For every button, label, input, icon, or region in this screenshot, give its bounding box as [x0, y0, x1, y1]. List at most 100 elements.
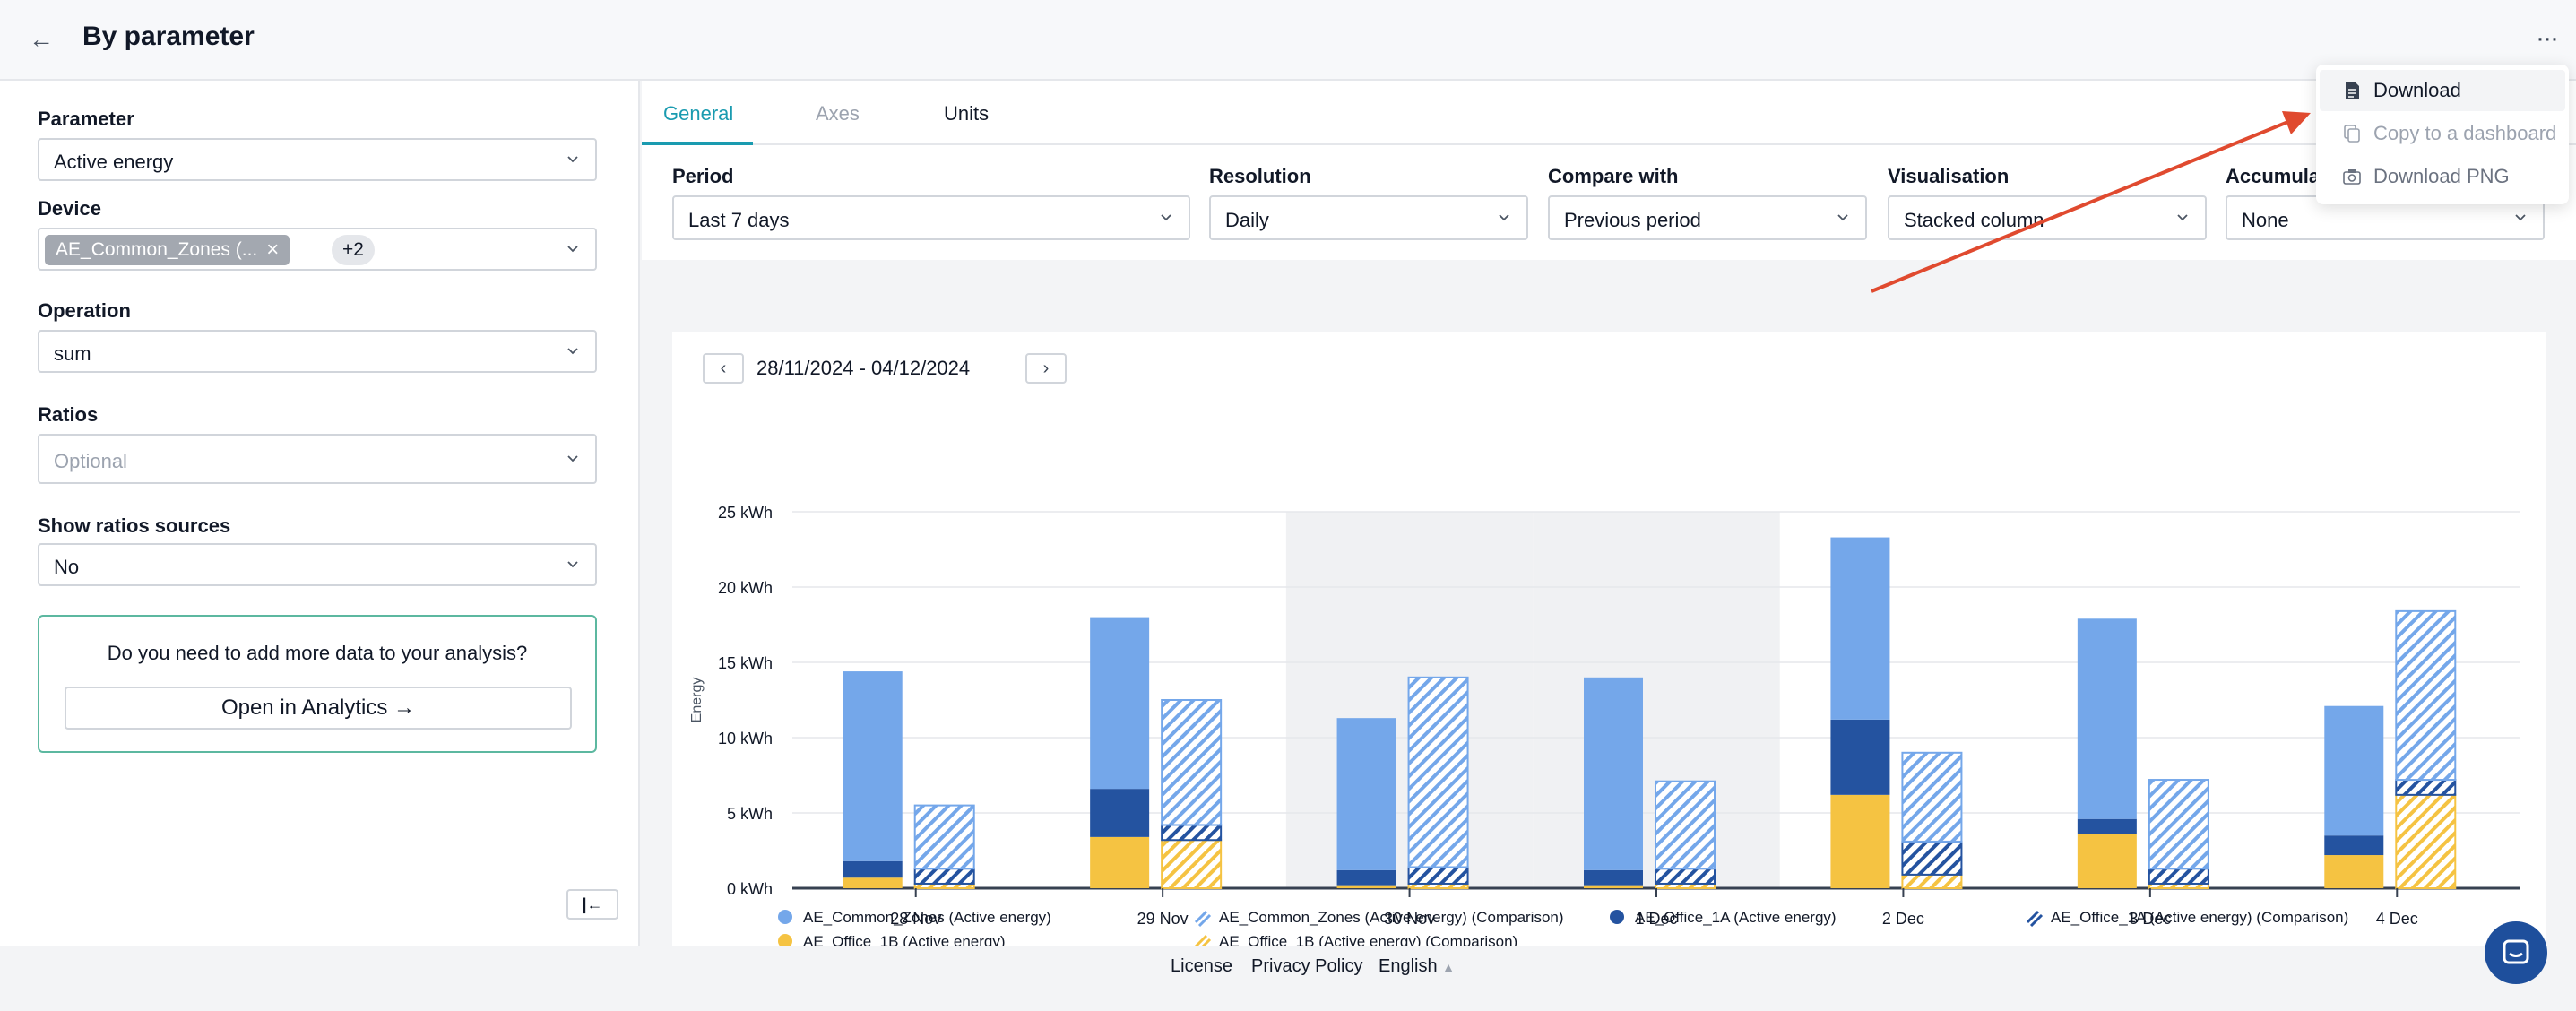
bar-segment[interactable] — [1584, 677, 1643, 870]
bar-segment[interactable] — [1090, 836, 1150, 888]
bar-segment[interactable] — [1336, 869, 1396, 886]
bar-segment[interactable] — [1901, 840, 1963, 876]
bar-segment[interactable] — [1901, 873, 1963, 890]
visualisation-value: Stacked column — [1904, 209, 2044, 231]
chevron-down-icon — [567, 246, 578, 253]
bar-segment[interactable] — [2148, 779, 2209, 870]
parameter-select[interactable]: Active energy — [38, 138, 597, 181]
menu-copy-label: Copy to a dashboard — [2373, 122, 2557, 144]
bar-segment[interactable] — [1830, 719, 1890, 795]
bar-segment[interactable] — [2324, 855, 2384, 888]
bar-segment[interactable] — [843, 671, 903, 861]
bar-segment[interactable] — [1830, 794, 1890, 888]
bar-segment[interactable] — [2077, 618, 2137, 819]
analytics-cta-text: Do you need to add more data to your ana… — [107, 642, 528, 664]
legend-label: AE_Office_1A (Active energy) (Comparison… — [2051, 909, 2348, 926]
bar-segment[interactable] — [1584, 885, 1643, 888]
bar-segment[interactable] — [1584, 869, 1643, 886]
bar-segment[interactable] — [2077, 834, 2137, 888]
menu-download-png[interactable]: Download PNG — [2320, 156, 2565, 197]
license-link[interactable]: License — [1171, 956, 1232, 976]
bar-segment[interactable] — [1161, 839, 1223, 889]
device-chip[interactable]: AE_Common_Zones (... × — [45, 235, 290, 265]
chevron-left-icon[interactable]: ‹ — [703, 353, 744, 384]
legend-item[interactable]: AE_Common_Zones (Active energy) (Compari… — [1194, 909, 1564, 928]
collapse-sidebar-icon[interactable]: |← — [566, 889, 618, 920]
x-tick-label: 29 Nov — [1137, 910, 1189, 928]
bar-segment[interactable] — [2324, 705, 2384, 836]
tab-units[interactable]: Units — [944, 102, 990, 125]
bar-segment[interactable] — [2395, 609, 2457, 782]
ratios-placeholder: Optional — [54, 450, 127, 472]
bar-segment[interactable] — [843, 860, 903, 878]
legend-item[interactable]: AE_Office_1B (Active energy) (Comparison… — [1194, 933, 1517, 946]
close-icon[interactable]: × — [266, 238, 280, 262]
bar-segment[interactable] — [1830, 537, 1890, 720]
language-selector[interactable]: English ▲ — [1379, 956, 1455, 977]
chevron-right-icon[interactable]: › — [1025, 353, 1067, 384]
chevron-up-icon: ▲ — [1442, 960, 1456, 974]
bar-segment[interactable] — [2395, 793, 2457, 890]
bar-segment[interactable] — [1090, 617, 1150, 790]
legend-item[interactable]: AE_Common_Zones (Active energy) — [778, 909, 1051, 926]
bar-segment[interactable] — [1161, 824, 1223, 842]
bar-segment[interactable] — [1407, 866, 1469, 885]
chevron-down-icon — [567, 348, 578, 355]
bar-segment[interactable] — [1655, 780, 1716, 870]
legend-swatch — [1610, 910, 1624, 924]
copy-icon — [2344, 125, 2360, 143]
compare-select[interactable]: Previous period — [1548, 195, 1867, 240]
bar-segment[interactable] — [1407, 676, 1469, 868]
device-chip-label: AE_Common_Zones (... — [56, 239, 258, 260]
chart-card: ‹ 28/11/2024 - 04/12/2024 › 0 kWh 5 kWh 10… — [672, 332, 2546, 946]
bar-segment[interactable] — [2395, 779, 2457, 796]
legend-item[interactable]: AE_Office_1B (Active energy) — [778, 933, 1006, 946]
chat-icon[interactable] — [2485, 921, 2547, 984]
ratios-select[interactable]: Optional — [38, 434, 597, 484]
page-title: By parameter — [82, 22, 255, 51]
period-select[interactable]: Last 7 days — [672, 195, 1190, 240]
tab-general[interactable]: General — [663, 102, 734, 125]
bar-segment[interactable] — [1901, 751, 1963, 842]
legend-label: AE_Common_Zones (Active energy) — [803, 909, 1051, 926]
accumulation-label: Accumula — [2226, 165, 2321, 187]
back-arrow-icon[interactable]: ← — [29, 25, 54, 53]
legend-item[interactable]: AE_Office_1A (Active energy) (Comparison… — [2026, 909, 2348, 928]
bar-segment[interactable] — [2077, 818, 2137, 834]
chevron-down-icon — [567, 156, 578, 163]
bar-segment[interactable] — [843, 877, 903, 888]
open-analytics-label: Open in Analytics — [220, 696, 388, 720]
legend-item[interactable]: AE_Office_1A (Active energy) — [1610, 909, 1837, 926]
period-label: Period — [672, 165, 734, 187]
device-more-count[interactable]: +2 — [332, 235, 375, 265]
legend-swatch — [778, 910, 792, 924]
file-icon — [2346, 82, 2359, 99]
bar-segment[interactable] — [1161, 699, 1223, 826]
x-tick-label: 4 Dec — [2376, 910, 2418, 928]
bar-segment[interactable] — [1655, 868, 1716, 885]
bar-segment[interactable] — [1336, 718, 1396, 870]
operation-select[interactable]: sum — [38, 330, 597, 373]
more-options-icon[interactable]: ··· — [2536, 23, 2559, 53]
bar-segment[interactable] — [2324, 835, 2384, 856]
bar-segment[interactable] — [1090, 789, 1150, 837]
visualisation-select[interactable]: Stacked column — [1888, 195, 2207, 240]
bar-segment[interactable] — [913, 804, 975, 870]
bar-segment[interactable] — [2148, 868, 2209, 885]
resolution-label: Resolution — [1209, 165, 1311, 187]
open-analytics-button[interactable]: Open in Analytics → — [65, 687, 572, 730]
bar-segment[interactable] — [1336, 885, 1396, 888]
resolution-select[interactable]: Daily — [1209, 195, 1528, 240]
tab-axes[interactable]: Axes — [816, 102, 860, 125]
menu-download[interactable]: Download — [2320, 70, 2565, 111]
y-tick-label: 15 kWh — [718, 654, 773, 672]
menu-copy-to-dashboard[interactable]: Copy to a dashboard — [2320, 113, 2565, 154]
ratio-sources-select[interactable]: No — [38, 543, 597, 586]
x-tick-label: 1 Dec — [1635, 910, 1677, 928]
filters-sidebar: Parameter Active energy Device AE_Common… — [0, 81, 640, 946]
y-tick-label: 5 kWh — [727, 805, 773, 823]
device-select[interactable]: AE_Common_Zones (... × +2 — [38, 228, 597, 271]
privacy-link[interactable]: Privacy Policy — [1251, 956, 1363, 976]
bar-segment[interactable] — [913, 868, 975, 885]
legend-swatch — [1197, 913, 1212, 928]
